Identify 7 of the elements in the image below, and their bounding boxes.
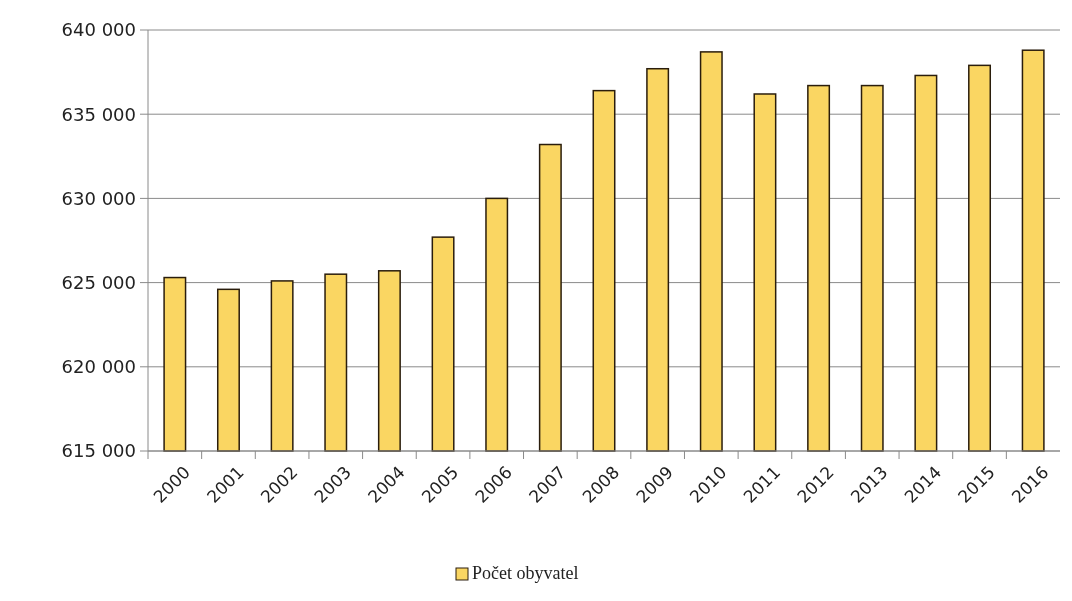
y-tick-label: 620 000 <box>61 356 136 378</box>
y-tick-label: 635 000 <box>61 103 136 125</box>
legend-label: Počet obyvatel <box>472 563 579 583</box>
y-tick-label: 625 000 <box>61 271 136 293</box>
y-tick-label: 630 000 <box>61 187 136 209</box>
y-tick-label: 615 000 <box>61 440 136 462</box>
y-tick-label: 640 000 <box>61 19 136 41</box>
